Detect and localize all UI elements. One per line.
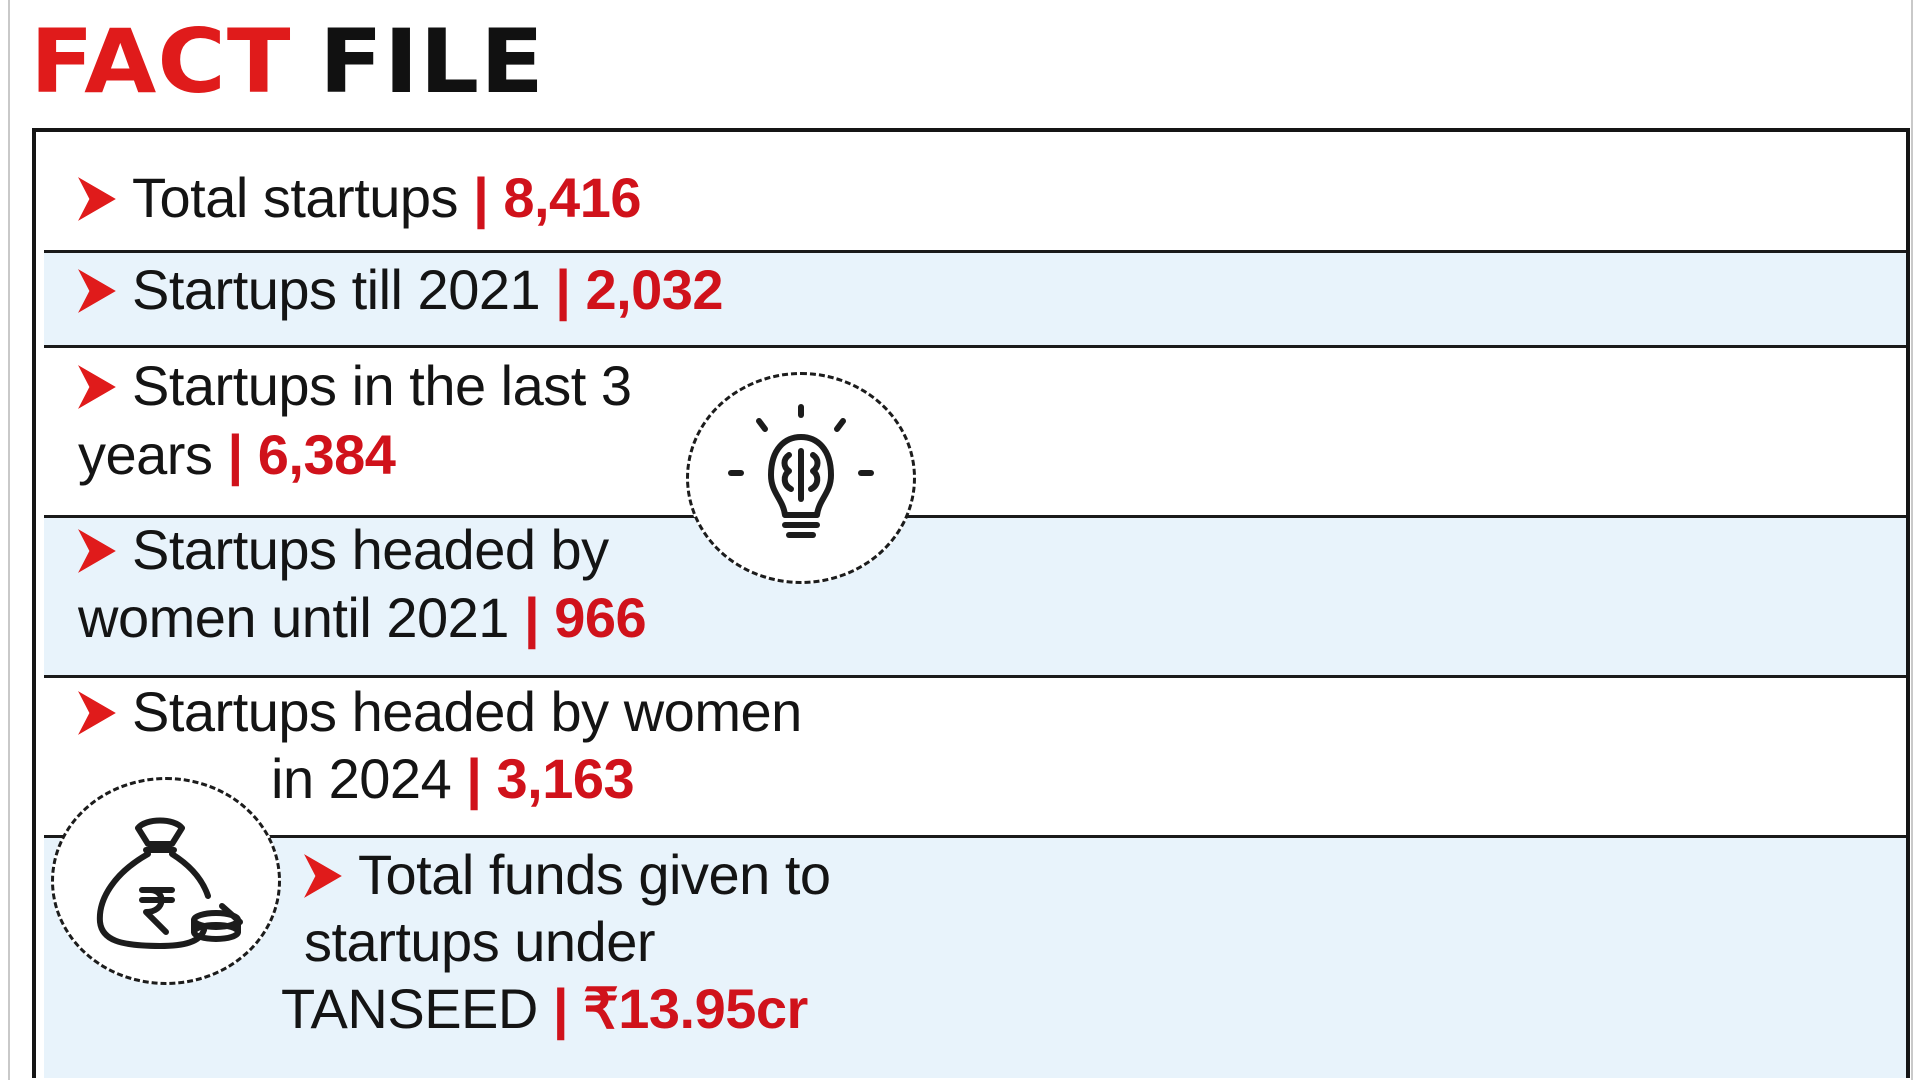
fact-row-6-line2: startups under: [304, 908, 655, 976]
fact-row-4-line2: women until 2021 | 966: [78, 584, 647, 652]
fact-label-line1: Total funds given to: [358, 843, 831, 906]
arrow-icon: [78, 691, 116, 735]
title-word-fact: FACT: [30, 10, 292, 113]
fact-row-6-line3: TANSEED | ₹13.95cr: [281, 975, 808, 1043]
fact-row-6: Total funds given to: [304, 841, 831, 909]
fact-row-5-band: [44, 675, 1906, 835]
fact-separator: |: [473, 166, 489, 229]
fact-separator: |: [227, 423, 244, 486]
fact-value: 966: [554, 586, 647, 649]
fact-value: 8,416: [503, 166, 641, 229]
fact-label: Total startups: [132, 166, 459, 229]
fact-row-2: Startups till 2021 | 2,032: [78, 256, 724, 324]
fact-value: 2,032: [585, 258, 724, 321]
fact-value: 3,163: [496, 747, 635, 810]
fact-row-5: Startups headed by women: [78, 678, 802, 746]
fact-row-3: Startups in the last 3: [78, 352, 632, 420]
rupee-money-bag-icon: [51, 777, 281, 985]
fact-row-1: Total startups | 8,416: [78, 164, 641, 232]
fact-label: Startups till 2021: [132, 258, 541, 321]
fact-label-line2: in 2024: [271, 747, 452, 810]
fact-value: 6,384: [257, 423, 396, 486]
arrow-icon: [78, 529, 116, 573]
fact-separator: |: [466, 747, 482, 810]
rupee-money-bag-icon-svg: [96, 817, 243, 949]
fact-label-line1: Startups in the last 3: [132, 354, 632, 417]
fact-label-line3: TANSEED: [281, 977, 538, 1040]
fact-value: ₹13.95cr: [583, 977, 808, 1040]
fact-label-line1: Startups headed by women: [132, 680, 802, 743]
fact-label-line2: women until 2021: [78, 586, 509, 649]
fact-file-title: FACT FILE: [30, 14, 545, 110]
fact-row-2-band: [44, 250, 1906, 345]
fact-label-line1: Startups headed by: [132, 518, 609, 581]
fact-row-4: Startups headed by: [78, 516, 609, 584]
fact-label-line2: years: [78, 423, 213, 486]
fact-label-line2: startups under: [304, 910, 655, 973]
fact-row-4-band: [44, 515, 1906, 675]
fact-row-6-band: [44, 835, 1906, 1078]
arrow-icon: [304, 854, 342, 898]
fact-row-3-line2: years | 6,384: [78, 421, 396, 489]
page-frame: [8, 0, 1913, 1080]
lightbulb-brain-icon: [686, 372, 916, 584]
fact-box: Total startups | 8,416 Startups till 202…: [32, 128, 1910, 1078]
fact-separator: |: [524, 586, 540, 649]
fact-separator: |: [555, 258, 571, 321]
arrow-icon: [78, 365, 116, 409]
lightbulb-brain-icon-svg: [728, 404, 874, 538]
fact-row-5-line2: in 2024 | 3,163: [271, 745, 635, 813]
title-word-file: FILE: [319, 10, 545, 113]
fact-row-3-band: [44, 345, 1906, 515]
fact-separator: |: [552, 977, 569, 1040]
arrow-icon: [78, 269, 116, 313]
arrow-icon: [78, 177, 116, 221]
